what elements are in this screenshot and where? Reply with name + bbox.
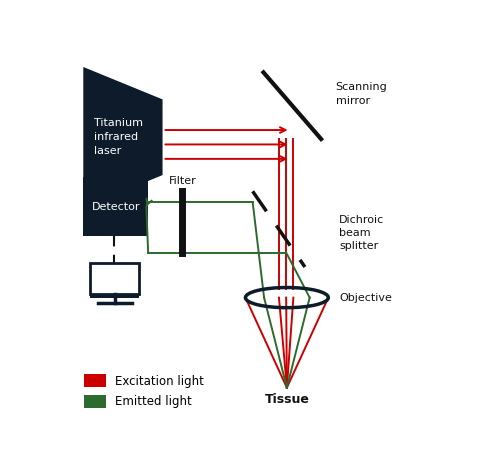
Text: Filter: Filter (168, 176, 196, 186)
Bar (90, 263, 139, 294)
Text: Dichroic
beam
splitter: Dichroic beam splitter (339, 214, 384, 251)
Bar (84, 177, 148, 236)
Text: Scanning
mirror: Scanning mirror (336, 82, 388, 106)
Text: Tissue: Tissue (264, 393, 310, 406)
Text: Objective: Objective (339, 292, 392, 303)
Legend: Excitation light, Emitted light: Excitation light, Emitted light (82, 372, 206, 410)
Text: Detector: Detector (92, 202, 140, 212)
Bar (90, 294, 139, 298)
Polygon shape (84, 67, 162, 207)
Text: Titanium
infrared
laser: Titanium infrared laser (94, 118, 143, 156)
